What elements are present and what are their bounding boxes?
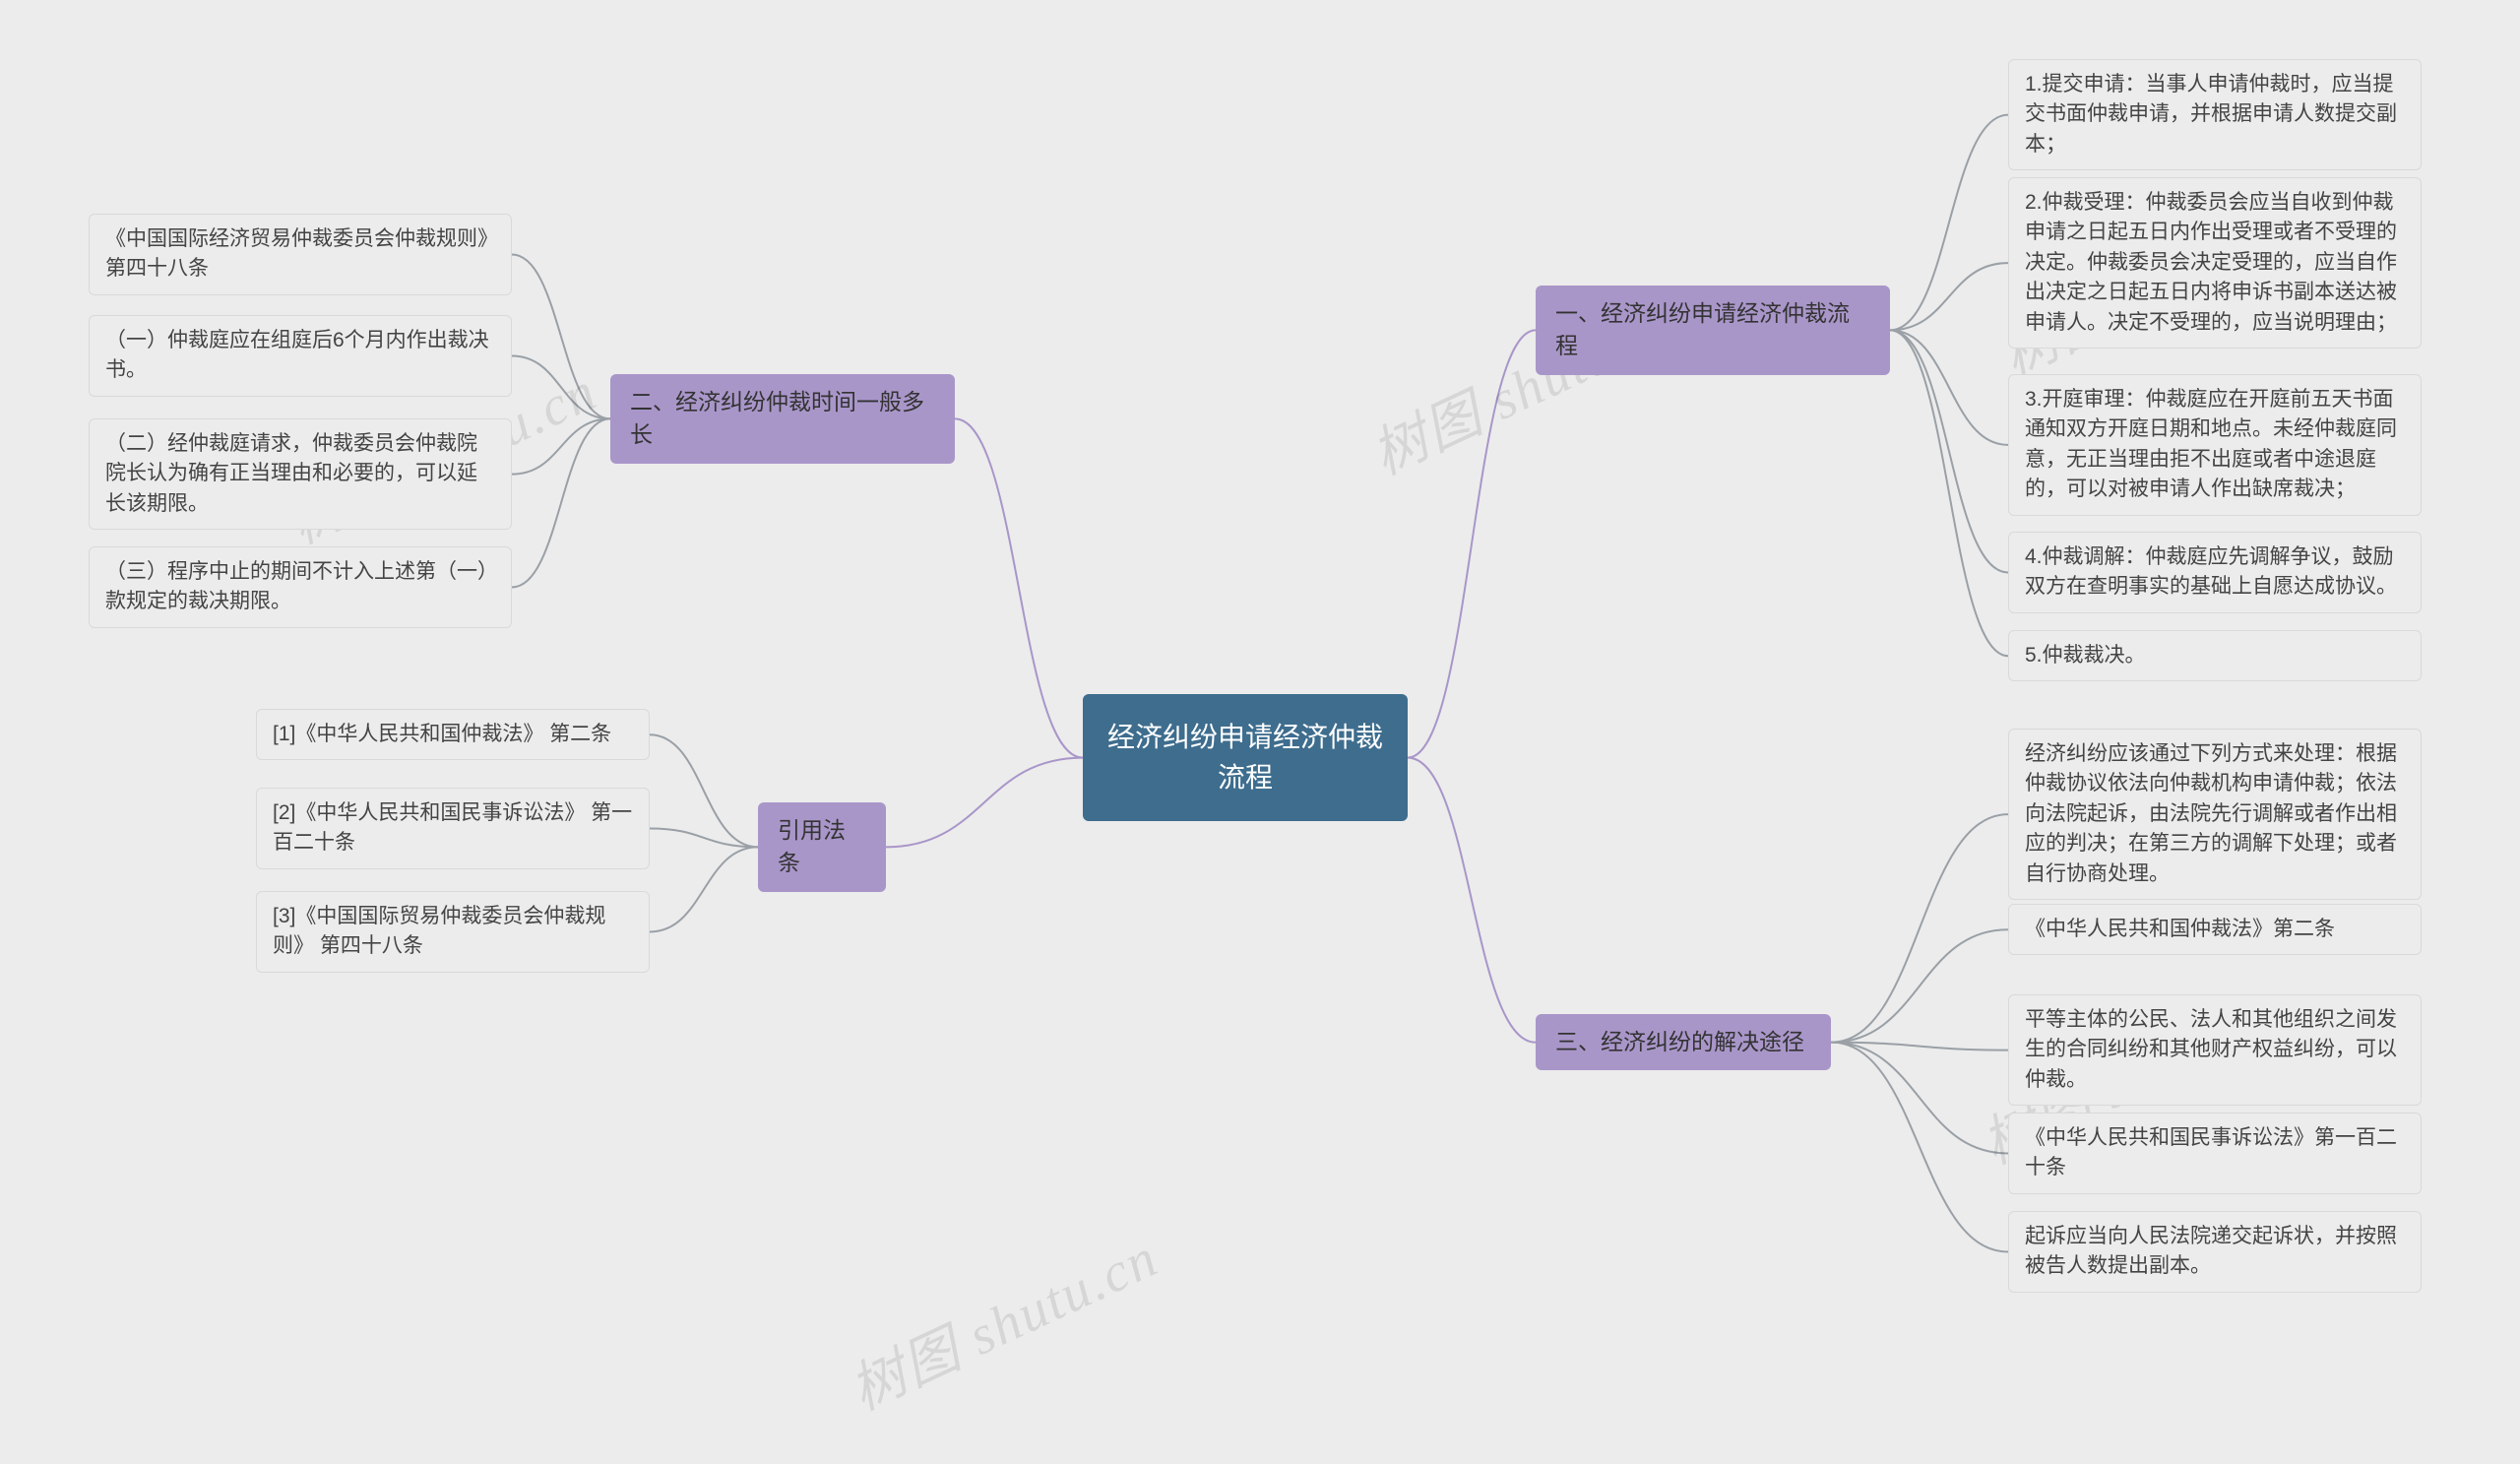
branch-label: 三、经济纠纷的解决途径 (1555, 1029, 1804, 1054)
mindmap-center: 经济纠纷申请经济仲裁流程 (1083, 694, 1408, 821)
center-text: 经济纠纷申请经济仲裁流程 (1107, 722, 1383, 793)
branch-law-refs: 引用法条 (758, 802, 886, 892)
branch-section-1: 一、经济纠纷申请经济仲裁流程 (1536, 286, 1890, 375)
leaf-node: [3]《中国国际贸易仲裁委员会仲裁规则》 第四十八条 (256, 891, 650, 973)
branch-label: 一、经济纠纷申请经济仲裁流程 (1555, 300, 1850, 358)
leaf-node: 1.提交申请：当事人申请仲裁时，应当提交书面仲裁申请，并根据申请人数提交副本； (2008, 59, 2422, 170)
branch-section-2: 二、经济纠纷仲裁时间一般多长 (610, 374, 955, 464)
leaf-node: （二）经仲裁庭请求，仲裁委员会仲裁院院长认为确有正当理由和必要的，可以延长该期限… (89, 418, 512, 530)
leaf-node: [2]《中华人民共和国民事诉讼法》 第一百二十条 (256, 788, 650, 869)
leaf-node: 2.仲裁受理：仲裁委员会应当自收到仲裁申请之日起五日内作出受理或者不受理的决定。… (2008, 177, 2422, 349)
leaf-node: 《中国国际经济贸易仲裁委员会仲裁规则》第四十八条 (89, 214, 512, 295)
leaf-node: [1]《中华人民共和国仲裁法》 第二条 (256, 709, 650, 760)
leaf-node: 3.开庭审理：仲裁庭应在开庭前五天书面通知双方开庭日期和地点。未经仲裁庭同意，无… (2008, 374, 2422, 516)
branch-section-3: 三、经济纠纷的解决途径 (1536, 1014, 1831, 1070)
leaf-node: （一）仲裁庭应在组庭后6个月内作出裁决书。 (89, 315, 512, 397)
leaf-node: 《中华人民共和国仲裁法》第二条 (2008, 904, 2422, 955)
leaf-node: 4.仲裁调解：仲裁庭应先调解争议，鼓励双方在查明事实的基础上自愿达成协议。 (2008, 532, 2422, 613)
leaf-node: （三）程序中止的期间不计入上述第（一）款规定的裁决期限。 (89, 546, 512, 628)
leaf-node: 起诉应当向人民法院递交起诉状，并按照被告人数提出副本。 (2008, 1211, 2422, 1293)
watermark-text: 树图 shutu.cn (836, 1214, 1169, 1427)
leaf-node: 5.仲裁裁决。 (2008, 630, 2422, 681)
leaf-node: 经济纠纷应该通过下列方式来处理：根据仲裁协议依法向仲裁机构申请仲裁；依法向法院起… (2008, 729, 2422, 900)
leaf-node: 《中华人民共和国民事诉讼法》第一百二十条 (2008, 1113, 2422, 1194)
branch-label: 引用法条 (778, 817, 846, 875)
branch-label: 二、经济纠纷仲裁时间一般多长 (630, 389, 924, 447)
leaf-node: 平等主体的公民、法人和其他组织之间发生的合同纠纷和其他财产权益纠纷，可以仲裁。 (2008, 994, 2422, 1106)
